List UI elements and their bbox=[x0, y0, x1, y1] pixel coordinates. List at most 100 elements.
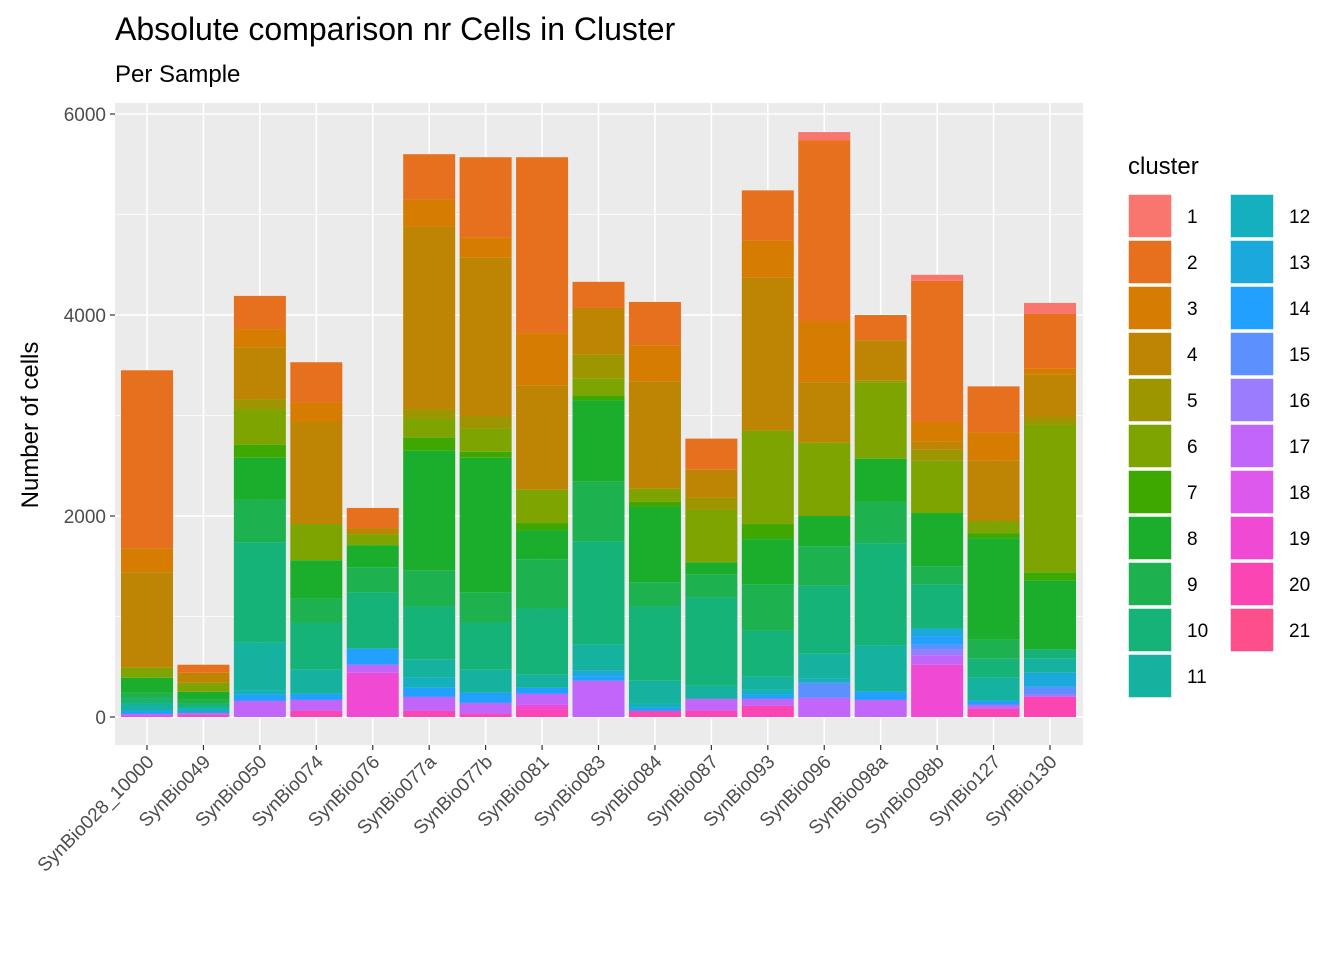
bar-segment-cluster-9 bbox=[911, 566, 964, 585]
bar-segment-cluster-8 bbox=[854, 458, 907, 502]
bar-segment-cluster-2 bbox=[854, 315, 907, 341]
legend-key-cluster-19 bbox=[1229, 515, 1275, 561]
bar-segment-cluster-6 bbox=[798, 442, 851, 516]
legend-key-cluster-1 bbox=[1127, 193, 1173, 239]
bar-segment-cluster-14 bbox=[572, 676, 625, 681]
bar-segment-cluster-5 bbox=[572, 354, 625, 379]
bar-segment-cluster-2 bbox=[516, 157, 569, 334]
bar-segment-cluster-9 bbox=[685, 574, 738, 598]
bar-stack bbox=[741, 190, 794, 717]
bar-segment-cluster-12 bbox=[403, 677, 456, 688]
bar-segment-cluster-4 bbox=[572, 307, 625, 355]
bar-segment-cluster-6 bbox=[290, 524, 343, 561]
bar-segment-cluster-5 bbox=[459, 416, 512, 429]
bar-segment-cluster-2 bbox=[177, 664, 230, 673]
legend-key-cluster-4 bbox=[1127, 331, 1173, 377]
bar-segment-cluster-14 bbox=[290, 693, 343, 700]
bar-segment-cluster-17 bbox=[798, 697, 851, 717]
bar-segment-cluster-8 bbox=[798, 516, 851, 547]
bar-segment-cluster-4 bbox=[628, 381, 681, 489]
y-tick-label: 4000 bbox=[64, 306, 106, 327]
bar-segment-cluster-8 bbox=[516, 530, 569, 560]
legend-key-cluster-9 bbox=[1127, 561, 1173, 607]
legend-key-cluster-8 bbox=[1127, 515, 1173, 561]
bar-segment-cluster-6 bbox=[685, 509, 738, 563]
bar-segment-cluster-3 bbox=[967, 432, 1020, 461]
legend-label-cluster-8: 8 bbox=[1187, 529, 1198, 550]
bar-segment-cluster-8 bbox=[459, 457, 512, 593]
legend-key-cluster-5 bbox=[1127, 377, 1173, 423]
bar-segment-cluster-4 bbox=[854, 340, 907, 381]
bar-segment-cluster-6 bbox=[967, 521, 1020, 534]
bar-segment-cluster-8 bbox=[967, 538, 1020, 640]
bar-segment-cluster-17 bbox=[911, 655, 964, 665]
bar-segment-cluster-1 bbox=[798, 132, 851, 141]
bar-segment-cluster-8 bbox=[741, 539, 794, 585]
bar-segment-cluster-2 bbox=[233, 295, 286, 330]
bar-segment-cluster-17 bbox=[346, 664, 399, 673]
legend-label-cluster-17: 17 bbox=[1289, 437, 1310, 458]
bar-segment-cluster-2 bbox=[741, 190, 794, 241]
bar-segment-cluster-8 bbox=[121, 677, 173, 693]
legend-label-cluster-12: 12 bbox=[1289, 207, 1310, 228]
legend-key-cluster-18 bbox=[1229, 469, 1275, 515]
bar-segment-cluster-14 bbox=[403, 687, 456, 697]
bar-segment-cluster-4 bbox=[233, 347, 286, 400]
bar-segment-cluster-12 bbox=[628, 703, 681, 708]
bar-segment-cluster-2 bbox=[346, 507, 399, 529]
bar-segment-cluster-10 bbox=[911, 584, 964, 629]
bar-segment-cluster-2 bbox=[628, 301, 681, 346]
legend-label-cluster-21: 21 bbox=[1289, 621, 1310, 642]
legend-label-cluster-6: 6 bbox=[1187, 437, 1198, 458]
legend-label-cluster-15: 15 bbox=[1289, 345, 1310, 366]
bar-segment-cluster-4 bbox=[403, 226, 456, 410]
bar-segment-cluster-6 bbox=[346, 534, 399, 546]
bar-segment-cluster-10 bbox=[1024, 649, 1076, 659]
bar-segment-cluster-20 bbox=[403, 710, 456, 717]
bar-segment-cluster-11 bbox=[628, 680, 681, 704]
bar-segment-cluster-9 bbox=[403, 570, 456, 607]
bar-segment-cluster-3 bbox=[1024, 368, 1076, 375]
bar-segment-cluster-19 bbox=[911, 664, 964, 717]
bar-segment-cluster-3 bbox=[911, 421, 964, 442]
bar-segment-cluster-3 bbox=[290, 402, 343, 422]
bar-segment-cluster-8 bbox=[346, 545, 399, 568]
bar-segment-cluster-12 bbox=[741, 689, 794, 695]
bar-segment-cluster-3 bbox=[233, 329, 286, 348]
bar-segment-cluster-17 bbox=[1024, 694, 1076, 697]
bar-segment-cluster-7 bbox=[403, 437, 456, 451]
bar-segment-cluster-7 bbox=[459, 451, 512, 458]
bar-segment-cluster-9 bbox=[741, 584, 794, 631]
bar-segment-cluster-2 bbox=[1024, 313, 1076, 369]
bar-segment-cluster-9 bbox=[233, 499, 286, 543]
bar-segment-cluster-5 bbox=[403, 409, 456, 419]
bar-segment-cluster-4 bbox=[911, 441, 964, 450]
bar-segment-cluster-7 bbox=[516, 523, 569, 531]
bar-segment-cluster-11 bbox=[798, 653, 851, 679]
bar-segment-cluster-10 bbox=[741, 630, 794, 677]
bar-segment-cluster-20 bbox=[1024, 696, 1076, 717]
bar-segment-cluster-17 bbox=[290, 699, 343, 711]
legend-key-cluster-11 bbox=[1127, 653, 1173, 699]
bar-stack bbox=[177, 664, 230, 717]
bar-segment-cluster-9 bbox=[798, 546, 851, 586]
bar-segment-cluster-13 bbox=[911, 628, 964, 637]
bar-segment-cluster-5 bbox=[685, 497, 738, 510]
bar-segment-cluster-20 bbox=[741, 705, 794, 717]
bar-segment-cluster-2 bbox=[459, 157, 512, 238]
bar-segment-cluster-13 bbox=[572, 670, 625, 677]
legend-label-cluster-3: 3 bbox=[1187, 299, 1198, 320]
legend-key-cluster-2 bbox=[1127, 239, 1173, 285]
bar-segment-cluster-17 bbox=[516, 693, 569, 705]
legend-label-cluster-13: 13 bbox=[1289, 253, 1310, 274]
bar-segment-cluster-2 bbox=[911, 280, 964, 422]
bar-segment-cluster-6 bbox=[403, 418, 456, 438]
bar-segment-cluster-17 bbox=[233, 700, 286, 717]
bar-segment-cluster-13 bbox=[1024, 672, 1076, 687]
bar-segment-cluster-10 bbox=[572, 541, 625, 645]
bar-segment-cluster-10 bbox=[854, 543, 907, 646]
legend-key-cluster-16 bbox=[1229, 377, 1275, 423]
y-tick-label: 2000 bbox=[64, 507, 106, 528]
bar-stack bbox=[233, 295, 286, 717]
bar-segment-cluster-12 bbox=[177, 707, 230, 713]
